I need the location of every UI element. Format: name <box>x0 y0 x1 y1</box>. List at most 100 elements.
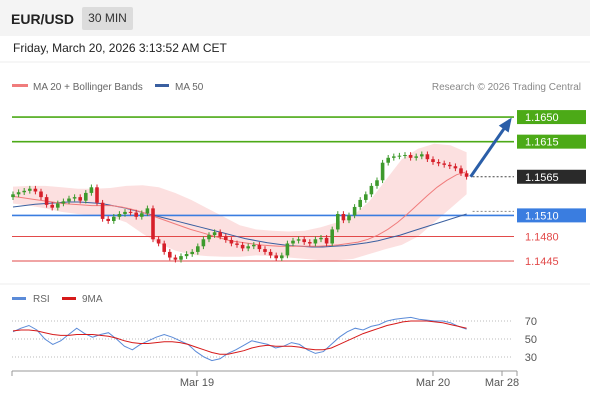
projection-arrow <box>469 119 512 178</box>
x-tick-label: Mar 19 <box>180 377 214 389</box>
candle-body <box>78 197 82 201</box>
ma20-legend-swatch <box>12 84 28 87</box>
ma9-legend-swatch <box>62 297 76 300</box>
candle-body <box>201 239 206 247</box>
candle-body <box>448 164 452 167</box>
candle-body <box>291 240 295 244</box>
level-badge <box>517 134 586 149</box>
timeframe-button[interactable]: 30 MIN <box>82 7 133 30</box>
level-label: 1.1615 <box>525 137 559 149</box>
candle-body <box>386 157 390 163</box>
rsi-plot: 70 50 30 <box>12 316 537 364</box>
rsi-legend-label: RSI <box>33 294 50 305</box>
candle-body <box>324 237 329 244</box>
level-label: 1.1650 <box>525 112 559 124</box>
candle-body <box>235 243 239 245</box>
candle-body <box>263 249 267 252</box>
candle-body <box>280 255 284 259</box>
x-tick-label: Mar 28 <box>485 377 519 389</box>
level-badge <box>517 110 586 125</box>
level-badge <box>517 208 586 223</box>
candle-body <box>95 187 99 203</box>
candle-body <box>50 204 54 208</box>
candle-body <box>229 239 234 244</box>
candle-body <box>380 162 385 181</box>
candle-body <box>151 208 155 240</box>
ma50-line <box>12 201 467 248</box>
candle-body <box>11 194 15 198</box>
candle-body <box>16 192 21 195</box>
candle-body <box>364 194 368 200</box>
candle-body <box>28 188 32 191</box>
candle-body <box>140 213 144 217</box>
candle-body <box>459 168 463 174</box>
candle-body <box>173 257 178 260</box>
candle-body <box>184 254 189 257</box>
ma50-legend-label: MA 50 <box>175 82 204 93</box>
candle-body <box>240 244 245 249</box>
candle-body <box>33 188 38 192</box>
candle-body <box>112 216 116 222</box>
rsi-tick-label: 70 <box>525 316 537 328</box>
candle-body <box>123 211 127 214</box>
candle-body <box>425 154 430 160</box>
candle-body <box>313 239 318 244</box>
candle-body <box>397 155 402 157</box>
ma50-legend-swatch <box>155 84 169 87</box>
candle-body <box>89 187 94 193</box>
candle-body <box>224 236 228 240</box>
price-plot: 1.1650 1.1615 1.1565 1.1510 1.1480 1.1445 <box>0 61 590 285</box>
candle-body <box>369 185 374 195</box>
candle-body <box>134 212 138 217</box>
candle-body <box>156 239 161 244</box>
rsi-legend: RSI 9MA <box>12 294 103 305</box>
candle-body <box>207 235 211 240</box>
candle-body <box>179 256 183 260</box>
rsi-tick-label: 30 <box>525 352 537 364</box>
timestamp: Friday, March 20, 2026 3:13:52 AM CET <box>13 41 227 55</box>
candle-body <box>145 208 150 214</box>
candle-body <box>420 154 424 157</box>
candle-body <box>464 173 469 177</box>
symbol-title: EUR/USD <box>11 11 75 27</box>
candle-body <box>218 232 222 237</box>
candle-body <box>61 201 66 204</box>
candle-body <box>246 246 250 249</box>
candle-body <box>67 198 71 202</box>
rsi-line <box>12 316 467 362</box>
candle-body <box>100 202 105 219</box>
ma20-line <box>12 171 467 247</box>
ma9-legend-label: 9MA <box>82 294 103 305</box>
candle-body <box>375 180 379 186</box>
price-legend: MA 20 + Bollinger Bands MA 50 Research ©… <box>12 82 581 93</box>
candle-body <box>392 156 396 158</box>
candle-body <box>330 229 334 244</box>
rsi-ma-line <box>12 320 467 355</box>
candle-body <box>84 192 88 201</box>
source-credit: Research © 2026 Trading Central <box>432 82 581 93</box>
bollinger-band <box>13 143 467 261</box>
candle-body <box>442 163 446 165</box>
candle-body <box>436 162 441 164</box>
candle-body <box>414 156 418 158</box>
candle-body <box>168 251 172 258</box>
candle-body <box>308 242 312 244</box>
candle-body <box>341 213 346 221</box>
candle-body <box>106 218 110 222</box>
candle-body <box>431 159 435 163</box>
candle-body <box>296 239 301 241</box>
candle-body <box>268 251 273 256</box>
candle-body <box>72 197 77 199</box>
candle-body <box>347 215 351 221</box>
candle-body <box>128 211 133 213</box>
level-label: 1.1480 <box>525 231 559 243</box>
candle-body <box>162 243 166 252</box>
level-label: 1.1510 <box>525 210 559 222</box>
candle-body <box>336 213 340 230</box>
candle-body <box>302 239 306 243</box>
level-label: 1.1565 <box>525 172 559 184</box>
candle-body <box>22 190 26 193</box>
candle-body <box>117 213 122 217</box>
current-price-badge <box>517 169 586 184</box>
